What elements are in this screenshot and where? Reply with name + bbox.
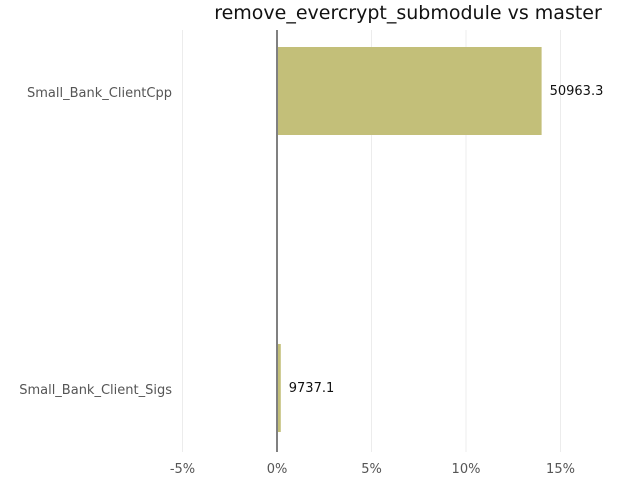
x-tick-label: -5%	[170, 462, 195, 477]
bar-data-label: 9737.1	[289, 381, 335, 396]
x-tick-label: 15%	[546, 462, 575, 477]
x-tick-label: 5%	[361, 462, 382, 477]
category-label: Small_Bank_Client_Sigs	[19, 383, 172, 398]
x-tick-label: 10%	[452, 462, 481, 477]
data-labels: 50963.3 9737.1	[289, 84, 604, 396]
bar-data-label: 50963.3	[550, 84, 604, 99]
bar	[277, 344, 281, 432]
category-label: Small_Bank_ClientCpp	[27, 86, 172, 101]
x-tick-label: 0%	[267, 462, 288, 477]
bars	[277, 47, 542, 432]
category-labels: Small_Bank_ClientCpp Small_Bank_Client_Si…	[19, 86, 172, 398]
chart-title: remove_evercrypt_submodule vs master	[214, 2, 602, 24]
bar	[277, 47, 542, 135]
x-tick-labels: -5% 0% 5% 10% 15%	[170, 462, 575, 477]
